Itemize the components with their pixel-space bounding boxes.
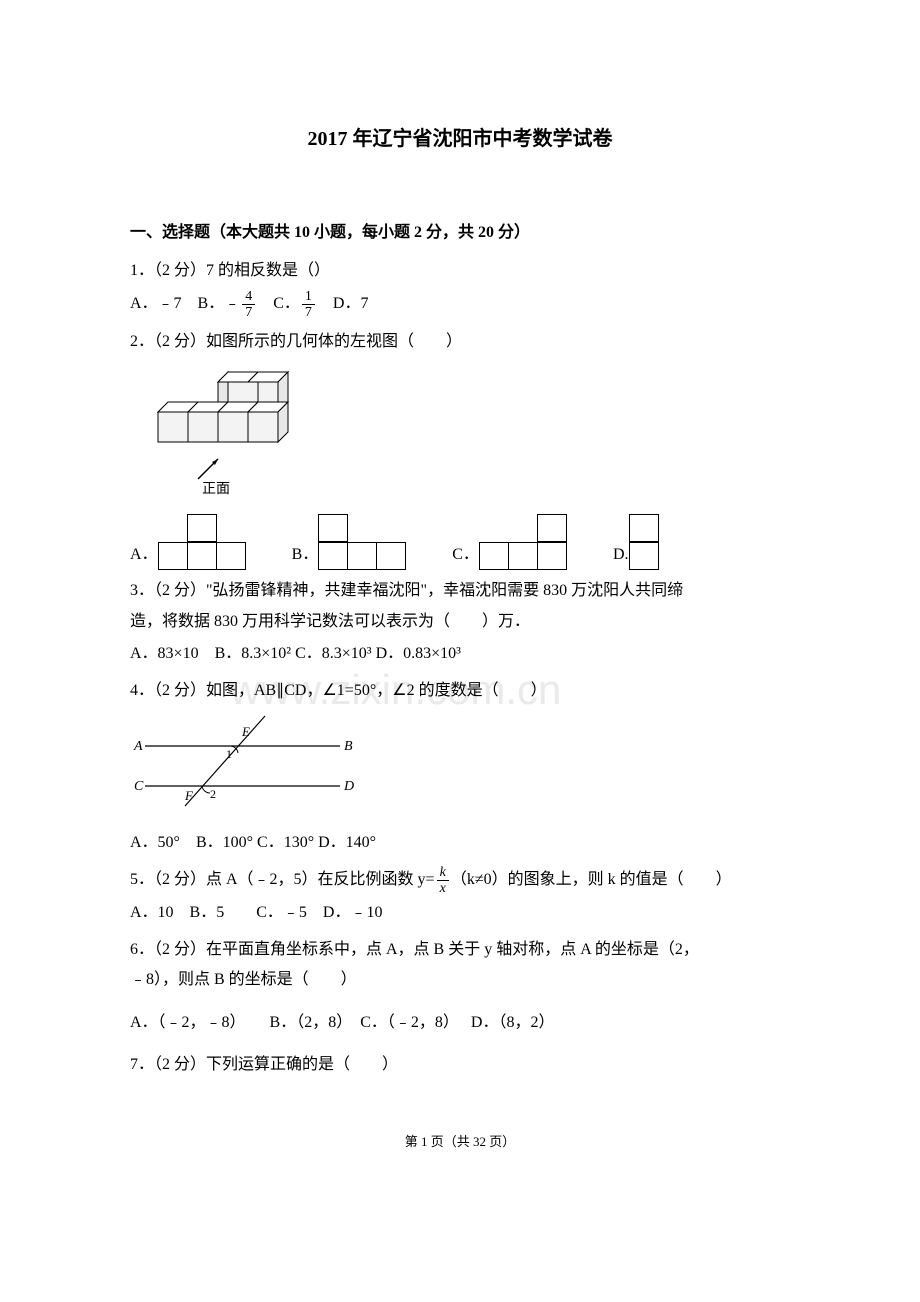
q2-a-label: A． <box>130 540 158 570</box>
q4-text: 4．（2 分）如图，AB∥CD，∠1=50°，∠2 的度数是（ ） <box>130 676 790 706</box>
q5-frac: k x <box>437 865 449 897</box>
page-wrapper: www.zixin.com.cn 2017 年辽宁省沈阳市中考数学试卷 一、选择… <box>130 120 790 1155</box>
svg-text:C: C <box>134 779 144 794</box>
question-5: 5．（2 分）点 A（﹣2，5）在反比例函数 y= k x （k≠0）的图象上，… <box>130 865 790 929</box>
q1-opt-b-frac: 4 7 <box>242 289 255 321</box>
q6-line2: ﹣8），则点 B 的坐标是（ ） <box>130 965 790 995</box>
q2-opt-a: A． <box>130 514 248 570</box>
q6-line1: 6．（2 分）在平面直角坐标系中，点 A，点 B 关于 y 轴对称，点 A 的坐… <box>130 935 790 965</box>
question-7: 7．（2 分）下列运算正确的是（ ） <box>130 1050 790 1080</box>
q1-b-den: 7 <box>242 305 255 320</box>
q2-d-label: D. <box>613 540 629 570</box>
q5-pre: 5．（2 分）点 A（﹣2，5）在反比例函数 y= <box>130 865 435 895</box>
q1-b-num: 4 <box>242 289 255 305</box>
angle-svg: A B C D E F 1 2 <box>130 714 360 809</box>
svg-text:2: 2 <box>210 787 216 801</box>
q1-opt-d: D．7 <box>317 289 369 319</box>
q5-text: 5．（2 分）点 A（﹣2，5）在反比例函数 y= k x （k≠0）的图象上，… <box>130 865 790 897</box>
question-3: 3．（2 分）"弘扬雷锋精神，共建幸福沈阳"，幸福沈阳需要 830 万沈阳人共同… <box>130 576 790 669</box>
q1-text: 1．（2 分）7 的相反数是（） <box>130 256 790 286</box>
q3-options: A．83×10 B．8.3×10² C．8.3×10³ D．0.83×10³ <box>130 639 790 669</box>
q1-text-pre: 1．（2 分）7 的相反数是（ <box>130 262 314 279</box>
question-2: 2．（2 分）如图所示的几何体的左视图（ ） <box>130 327 790 571</box>
q5-den: x <box>437 881 449 896</box>
question-6: 6．（2 分）在平面直角坐标系中，点 A，点 B 关于 y 轴对称，点 A 的坐… <box>130 935 790 1038</box>
q2-opt-d: D. <box>613 514 661 570</box>
q1-c-den: 7 <box>302 305 315 320</box>
q2-options: A． B． C． <box>130 514 790 570</box>
cube-3d-svg: 正面 <box>150 367 310 497</box>
q1-opt-a-pre: A．﹣7 B．﹣ <box>130 289 240 319</box>
q5-post: （k≠0）的图象上，则 k 的值是（ ） <box>451 865 732 895</box>
q2-text: 2．（2 分）如图所示的几何体的左视图（ ） <box>130 327 790 357</box>
q2-shape-c <box>479 514 569 570</box>
q1-text-post: ） <box>314 262 330 279</box>
q5-num: k <box>437 865 449 881</box>
q1-c-num: 1 <box>302 289 315 305</box>
front-label: 正面 <box>202 482 230 497</box>
q2-b-label: B． <box>292 540 319 570</box>
svg-text:1: 1 <box>226 747 232 761</box>
question-4: 4．（2 分）如图，AB∥CD，∠1=50°，∠2 的度数是（ ） A B C … <box>130 676 790 859</box>
q5-options: A．10 B．5 C．﹣5 D．﹣10 <box>130 898 790 928</box>
q3-line2: 造，将数据 830 万用科学记数法可以表示为（ ）万． <box>130 607 790 637</box>
q1-opt-c-frac: 1 7 <box>302 289 315 321</box>
q4-options: A．50° B．100° C．130° D．140° <box>130 828 790 858</box>
q4-figure: A B C D E F 1 2 <box>130 714 790 820</box>
q3-line1: 3．（2 分）"弘扬雷锋精神，共建幸福沈阳"，幸福沈阳需要 830 万沈阳人共同… <box>130 576 790 606</box>
question-1: 1．（2 分）7 的相反数是（） A．﹣7 B．﹣ 4 7 C． 1 7 D．7 <box>130 256 790 320</box>
document-title: 2017 年辽宁省沈阳市中考数学试卷 <box>130 120 790 158</box>
q2-c-label: C． <box>452 540 479 570</box>
svg-text:B: B <box>344 739 353 754</box>
q2-shape-a <box>158 514 248 570</box>
svg-text:E: E <box>241 724 250 739</box>
q1-options: A．﹣7 B．﹣ 4 7 C． 1 7 D．7 <box>130 289 790 321</box>
q2-opt-b: B． <box>292 514 409 570</box>
page-footer: 第 1 页（共 32 页） <box>130 1130 790 1155</box>
q2-3d-figure: 正面 <box>150 367 790 508</box>
svg-text:F: F <box>184 788 194 803</box>
q2-opt-c: C． <box>452 514 569 570</box>
svg-text:D: D <box>343 779 354 794</box>
q2-shape-b <box>318 514 408 570</box>
q1-opt-c-pre: C． <box>257 289 300 319</box>
q6-options: A．（﹣2，﹣8） B．（2，8） C．（﹣2，8） D．（8，2） <box>130 1008 790 1038</box>
q2-shape-d <box>629 514 661 570</box>
svg-text:A: A <box>133 739 143 754</box>
section-header: 一、选择题（本大题共 10 小题，每小题 2 分，共 20 分） <box>130 218 790 248</box>
q7-text: 7．（2 分）下列运算正确的是（ ） <box>130 1050 790 1080</box>
